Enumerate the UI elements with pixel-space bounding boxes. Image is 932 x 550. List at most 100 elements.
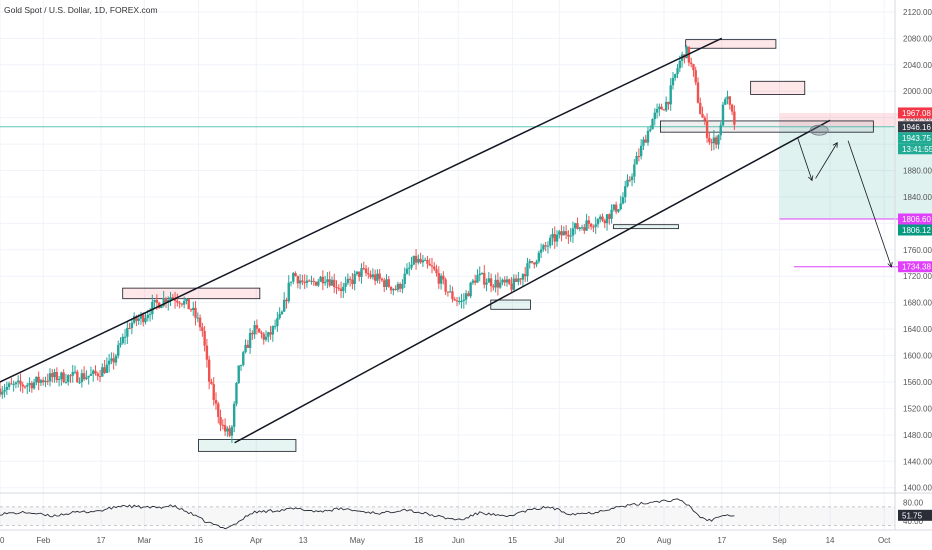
candle-body bbox=[358, 271, 361, 277]
candle-body bbox=[269, 332, 272, 335]
candle-body bbox=[530, 260, 534, 263]
candle-body bbox=[28, 383, 31, 386]
candle-body bbox=[301, 280, 304, 283]
candle-body bbox=[5, 386, 9, 390]
candle-body bbox=[87, 375, 90, 378]
candle-body bbox=[462, 299, 466, 301]
candle-body bbox=[708, 137, 711, 143]
candle-body bbox=[228, 428, 231, 436]
candle-body bbox=[458, 300, 461, 302]
candle-body bbox=[360, 268, 363, 277]
candle-body bbox=[223, 425, 227, 432]
candle-body bbox=[689, 62, 693, 65]
candle-body bbox=[451, 291, 454, 300]
time-axis[interactable]: 20 Feb 17 Mar 16 Apr 13 May 18 Jun 15 Jul 20 Aug 17 Sep… bbox=[0, 536, 891, 545]
candle-body bbox=[560, 231, 563, 236]
candle-body bbox=[232, 403, 236, 427]
candle-body bbox=[692, 64, 695, 71]
candle-body bbox=[60, 372, 63, 380]
time-tick-label: 17 bbox=[717, 536, 726, 545]
price-tag-dark bbox=[898, 121, 932, 133]
candle-body bbox=[221, 424, 225, 426]
price-tag-label: 1967.08 bbox=[902, 109, 931, 118]
candle-body bbox=[226, 428, 229, 432]
time-tick-label: 13 bbox=[299, 536, 308, 545]
candle-body bbox=[514, 278, 518, 282]
candle-body bbox=[132, 316, 136, 323]
candle-body bbox=[610, 209, 613, 219]
candle-body bbox=[373, 274, 377, 281]
rsi-band bbox=[0, 506, 895, 526]
candle-body bbox=[478, 273, 481, 276]
candle-body bbox=[0, 388, 2, 395]
candle-body bbox=[264, 336, 268, 340]
candle-body bbox=[446, 291, 450, 293]
time-tick-label: Feb bbox=[36, 536, 50, 545]
candle-body bbox=[333, 279, 336, 288]
candle-body bbox=[319, 276, 322, 282]
price-tick-label: 1400.00 bbox=[903, 484, 932, 493]
candle-body bbox=[162, 298, 165, 306]
candle-body bbox=[410, 264, 413, 268]
price-axis[interactable]: 2120.002080.002040.002000.001960.001920.… bbox=[903, 8, 932, 526]
candle-body bbox=[142, 314, 145, 323]
candle-body bbox=[480, 272, 484, 274]
candle-body bbox=[21, 384, 24, 387]
candle-body bbox=[330, 279, 334, 286]
candle-body bbox=[308, 280, 311, 282]
time-tick-label: 20 bbox=[0, 536, 5, 545]
candle-body bbox=[292, 273, 295, 282]
candle-body bbox=[694, 70, 697, 83]
candle-body bbox=[664, 101, 668, 111]
candle-body bbox=[721, 104, 725, 126]
candle-body bbox=[658, 106, 661, 109]
time-tick-label: 20 bbox=[616, 536, 625, 545]
candle-body bbox=[562, 231, 566, 236]
candle-body bbox=[135, 316, 138, 321]
candle-body bbox=[710, 142, 713, 144]
price-tag-red bbox=[898, 107, 932, 119]
candle-body bbox=[321, 276, 325, 284]
candle-body bbox=[592, 226, 595, 228]
candle-body bbox=[178, 302, 181, 304]
candle-body bbox=[94, 370, 97, 374]
stop-loss-zone bbox=[779, 112, 932, 127]
candle-body bbox=[596, 219, 600, 225]
candle-body bbox=[460, 300, 463, 302]
candle-body bbox=[310, 280, 313, 282]
time-tick-label: 18 bbox=[414, 536, 423, 545]
candle-body bbox=[323, 281, 327, 284]
candle-body bbox=[303, 282, 306, 284]
candle-body bbox=[103, 367, 106, 373]
candle-body bbox=[282, 299, 286, 312]
candle-body bbox=[383, 280, 386, 287]
candle-body bbox=[76, 371, 79, 383]
candle-body bbox=[442, 275, 445, 280]
candle-body bbox=[128, 327, 131, 329]
candle-body bbox=[48, 373, 52, 382]
candle-body bbox=[512, 278, 516, 290]
candle-body bbox=[453, 299, 456, 301]
candle-body bbox=[298, 280, 302, 284]
candle-body bbox=[212, 384, 215, 400]
candle-body bbox=[599, 216, 602, 220]
candle-body bbox=[30, 383, 34, 389]
candle-body bbox=[146, 314, 149, 319]
candle-body bbox=[696, 82, 700, 103]
candle-body bbox=[89, 373, 93, 376]
price-tick-label: 1720.00 bbox=[903, 272, 932, 281]
candle-body bbox=[728, 96, 732, 105]
price-tag-teal bbox=[898, 143, 932, 155]
time-tick-label: Mar bbox=[137, 536, 151, 545]
time-tick-label: 17 bbox=[97, 536, 106, 545]
time-tick-label: May bbox=[350, 536, 365, 545]
price-tick-label: 1520.00 bbox=[903, 404, 932, 413]
drawings-foreground bbox=[0, 37, 893, 444]
candle-body bbox=[605, 214, 609, 224]
candle-body bbox=[617, 209, 620, 212]
zone-1 bbox=[198, 439, 297, 452]
candle-body bbox=[730, 104, 734, 112]
candle-body bbox=[262, 333, 265, 340]
candle-body bbox=[403, 273, 406, 285]
